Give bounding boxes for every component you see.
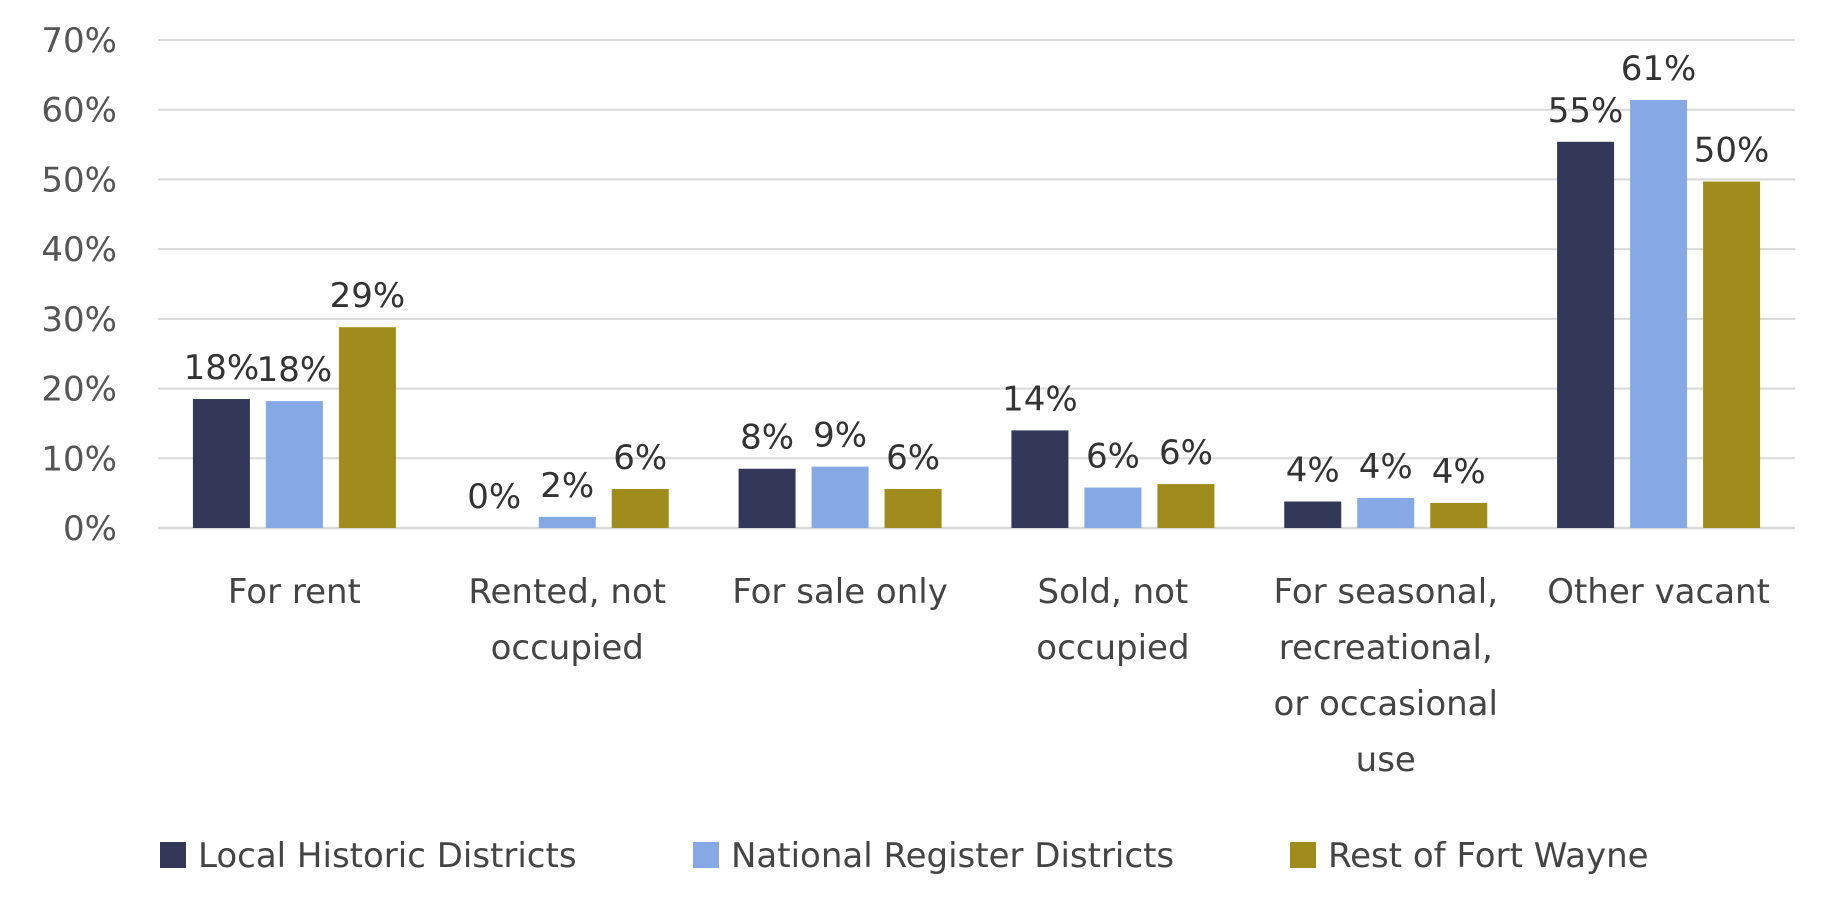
category-label-line: recreational, [1279, 628, 1493, 668]
legend-swatch [1290, 842, 1316, 868]
data-label: 9% [813, 416, 867, 456]
data-label: 18% [184, 348, 260, 388]
bar-rest-of-fort-wayne [1430, 502, 1488, 528]
category-label: For seasonal, recreational, or occasional u… [1273, 572, 1498, 780]
bar-local-historic-districts [1557, 141, 1615, 529]
bar-national-register-districts [1357, 498, 1415, 528]
y-tick-label: 20% [41, 370, 117, 410]
bar-national-register-districts [265, 401, 323, 528]
bars [192, 99, 1761, 529]
legend-label: National Register Districts [731, 836, 1174, 876]
category-label-line: Sold, not [1038, 572, 1189, 612]
category-label: Rented, not occupied [468, 572, 666, 668]
legend-swatch [693, 842, 719, 868]
bar-local-historic-districts [192, 399, 250, 528]
legend-item: Rest of Fort Wayne [1290, 836, 1649, 876]
data-label: 6% [613, 438, 667, 478]
y-tick-label: 50% [41, 160, 117, 200]
y-tick-label: 30% [41, 300, 117, 340]
data-label: 4% [1359, 447, 1413, 487]
bar-local-historic-districts [1284, 501, 1342, 528]
category-label-line: occupied [491, 628, 644, 668]
legend-item: Local Historic Districts [160, 836, 577, 876]
data-label: 8% [740, 418, 794, 458]
bar-rest-of-fort-wayne [611, 488, 669, 528]
category-label: Sold, not occupied [1036, 572, 1189, 668]
bar-national-register-districts [1630, 99, 1688, 528]
x-axis-category-labels: For rent Rented, not occupied For sale only… [228, 572, 1770, 780]
data-label: 55% [1548, 91, 1624, 131]
bar-rest-of-fort-wayne [1157, 484, 1215, 528]
category-label-line: For seasonal, [1273, 572, 1498, 612]
grid-lines [158, 39, 1795, 530]
y-tick-label: 40% [41, 230, 117, 270]
data-labels: 18%18%29%0% 2%6%8% 9%6%14%6% 6% 4% 4% 4%55%61%… [184, 49, 1770, 517]
data-label: 50% [1694, 131, 1770, 171]
data-label: 14% [1002, 379, 1078, 419]
data-label: 18% [257, 350, 333, 390]
category-label-line: occupied [1036, 628, 1189, 668]
category-label-line: Rented, not [468, 572, 666, 612]
data-label: 4% [1432, 452, 1486, 492]
bar-national-register-districts [1084, 487, 1142, 528]
y-tick-label: 70% [41, 21, 117, 61]
bar-national-register-districts [538, 516, 596, 528]
bar-rest-of-fort-wayne [1703, 181, 1761, 528]
category-label-line: For sale only [732, 572, 948, 612]
bar-rest-of-fort-wayne [338, 327, 396, 528]
category-label: For rent [228, 572, 361, 612]
data-label: 29% [330, 276, 406, 316]
data-label: 6% [886, 438, 940, 478]
data-label: 61% [1621, 49, 1697, 89]
legend-label: Local Historic Districts [198, 836, 577, 876]
data-label: 0% [467, 477, 521, 517]
category-label: Other vacant [1547, 572, 1770, 612]
y-tick-label: 60% [41, 91, 117, 131]
data-label: 6% [1159, 433, 1213, 473]
data-label: 4% [1286, 451, 1340, 491]
legend-item: National Register Districts [693, 836, 1174, 876]
category-label-line: For rent [228, 572, 361, 612]
y-tick-label: 10% [41, 439, 117, 479]
legend-label: Rest of Fort Wayne [1328, 836, 1649, 876]
y-tick-label: 0% [63, 509, 117, 549]
category-label-line: use [1356, 740, 1416, 780]
category-label-line: or occasional [1274, 684, 1498, 724]
y-axis-tick-labels: 0% 10% 20% 30% 40% 50% 60% 70% [41, 21, 117, 549]
bar-local-historic-districts [1011, 430, 1069, 528]
bar-local-historic-districts [738, 468, 796, 528]
category-label-line: Other vacant [1547, 572, 1770, 612]
legend-swatch [160, 842, 186, 868]
bar-national-register-districts [811, 466, 869, 528]
category-label: For sale only [732, 572, 948, 612]
bar-rest-of-fort-wayne [884, 488, 942, 528]
data-label: 2% [540, 466, 594, 506]
legend: Local Historic Districts National Registe… [160, 836, 1649, 876]
data-label: 6% [1086, 437, 1140, 477]
